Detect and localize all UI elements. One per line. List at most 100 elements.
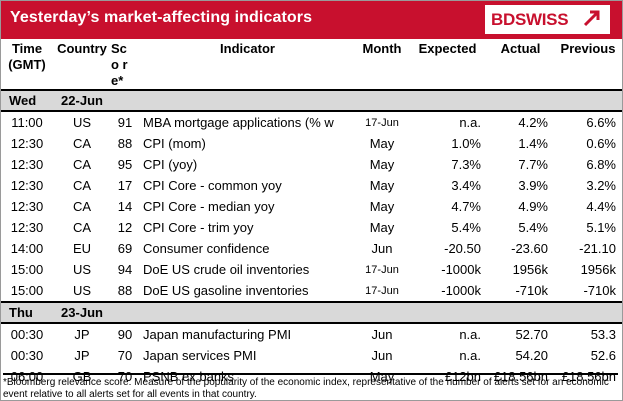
cell-country: GB (72, 369, 92, 384)
cell-month: May (369, 199, 395, 214)
cell-actual: 4.2% (518, 115, 548, 130)
cell-indicator: CPI (yoy) (143, 157, 198, 172)
cell-month: May (369, 369, 395, 384)
cell-actual: -710k (515, 283, 548, 298)
cell-time: 12:30 (10, 220, 44, 235)
cell-expected: 4.7% (451, 199, 481, 214)
header-score: Sco re* (111, 39, 139, 91)
day-date: 23-Jun (53, 301, 111, 324)
indicators-table: Time (GMT) Country Sco re* Indicator Mon… (1, 39, 622, 387)
cell-expected: n.a. (459, 348, 481, 363)
cell-indicator: Japan manufacturing PMI (143, 327, 292, 342)
cell-previous: £18.56bn (561, 369, 616, 384)
cell-time: 00:30 (10, 327, 44, 342)
cell-month: May (369, 178, 395, 193)
table-row: 12:30 CA 17 CPI Core - common yoy May 3.4% 3.9… (1, 175, 622, 196)
cell-actual: 7.7% (518, 157, 548, 172)
cell-score: 94 (117, 262, 133, 277)
header-time: Time (GMT) (1, 39, 53, 91)
cell-previous: 6.6% (586, 115, 616, 130)
cell-score: 70 (117, 369, 133, 384)
header-month: Month (356, 39, 408, 91)
table-row: 15:00 US 94 DoE US crude oil inventories 17-… (1, 259, 622, 280)
cell-time: 14:00 (10, 241, 44, 256)
cell-month: 17-Jun (365, 263, 399, 276)
cell-time: 12:30 (10, 199, 44, 214)
cell-expected: £12bn (444, 369, 481, 384)
cell-time: 15:00 (10, 262, 44, 277)
cell-previous: 53.3 (590, 327, 616, 342)
cell-time: 12:30 (10, 157, 44, 172)
cell-indicator: CPI Core - common yoy (143, 178, 282, 193)
cell-country: CA (72, 178, 92, 193)
footnote: *Bloomberg relevance score: Measure of t… (3, 373, 618, 401)
table-row: 11:00 US 91 MBA mortgage applications (% w 1… (1, 111, 622, 133)
header-previous: Previous (554, 39, 622, 91)
cell-previous: 5.1% (586, 220, 616, 235)
cell-month: May (369, 157, 395, 172)
cell-score: 17 (117, 178, 133, 193)
cell-indicator: MBA mortgage applications (% w (143, 115, 334, 130)
cell-actual: 3.9% (518, 178, 548, 193)
cell-indicator: CPI (mom) (143, 136, 206, 151)
cell-score: 14 (117, 199, 133, 214)
cell-country: CA (72, 220, 92, 235)
cell-country: CA (72, 157, 92, 172)
header-country: Country (53, 39, 111, 91)
cell-previous: 52.6 (590, 348, 616, 363)
cell-score: 91 (117, 115, 133, 130)
header-actual: Actual (487, 39, 554, 91)
table-body: Wed 22-Jun 11:00 US 91 MBA mortgage applicati… (1, 90, 622, 387)
day-date: 22-Jun (53, 90, 111, 112)
table-row: 06:00 GB 70 PSNB ex banks May £12bn £18.56bn £1… (1, 366, 622, 387)
cell-expected: 7.3% (451, 157, 481, 172)
arrow-icon (583, 10, 600, 27)
cell-actual: 1.4% (518, 136, 548, 151)
cell-country: EU (72, 241, 92, 256)
cell-previous: -710k (583, 283, 616, 298)
table-row: 12:30 CA 95 CPI (yoy) May 7.3% 7.7% 6.8% (1, 154, 622, 175)
cell-score: 12 (117, 220, 133, 235)
cell-actual: 4.9% (518, 199, 548, 214)
day-header-row: Wed 22-Jun (1, 90, 622, 112)
cell-expected: 1.0% (451, 136, 481, 151)
table-row: 14:00 EU 69 Consumer confidence Jun -20.50 -23… (1, 238, 622, 259)
cell-expected: -1000k (441, 283, 481, 298)
cell-expected: 5.4% (451, 220, 481, 235)
table-row: 15:00 US 88 DoE US gasoline inventories 17-J… (1, 280, 622, 302)
table-row: 12:30 CA 88 CPI (mom) May 1.0% 1.4% 0.6% (1, 133, 622, 154)
cell-month: May (369, 136, 395, 151)
cell-previous: 0.6% (586, 136, 616, 151)
cell-score: 88 (117, 283, 133, 298)
cell-score: 95 (117, 157, 133, 172)
header-row: Time (GMT) Country Sco re* Indicator Mon… (1, 39, 622, 91)
header-indicator: Indicator (139, 39, 356, 91)
brand-logo: BDSWISS (485, 5, 610, 34)
logo-text: BDSWISS (491, 10, 569, 29)
cell-time: 00:30 (10, 348, 44, 363)
cell-time: 12:30 (10, 136, 44, 151)
cell-actual: 54.20 (515, 348, 548, 363)
cell-indicator: Japan services PMI (143, 348, 257, 363)
cell-expected: n.a. (459, 115, 481, 130)
cell-indicator: Consumer confidence (143, 241, 270, 256)
cell-actual: -23.60 (511, 241, 548, 256)
cell-country: JP (74, 348, 90, 363)
cell-indicator: PSNB ex banks (143, 369, 235, 384)
cell-score: 88 (117, 136, 133, 151)
cell-country: CA (72, 136, 92, 151)
cell-expected: -1000k (441, 262, 481, 277)
cell-month: May (369, 220, 395, 235)
cell-month: 17-Jun (365, 284, 399, 297)
cell-previous: 1956k (580, 262, 616, 277)
cell-actual: 1956k (512, 262, 548, 277)
cell-month: Jun (371, 327, 393, 342)
table-row: 12:30 CA 12 CPI Core - trim yoy May 5.4% 5.4% 5… (1, 217, 622, 238)
cell-score: 70 (117, 348, 133, 363)
cell-score: 69 (117, 241, 133, 256)
cell-actual: 52.70 (515, 327, 548, 342)
cell-score: 90 (117, 327, 133, 342)
cell-time: 15:00 (10, 283, 44, 298)
cell-country: US (72, 262, 92, 277)
